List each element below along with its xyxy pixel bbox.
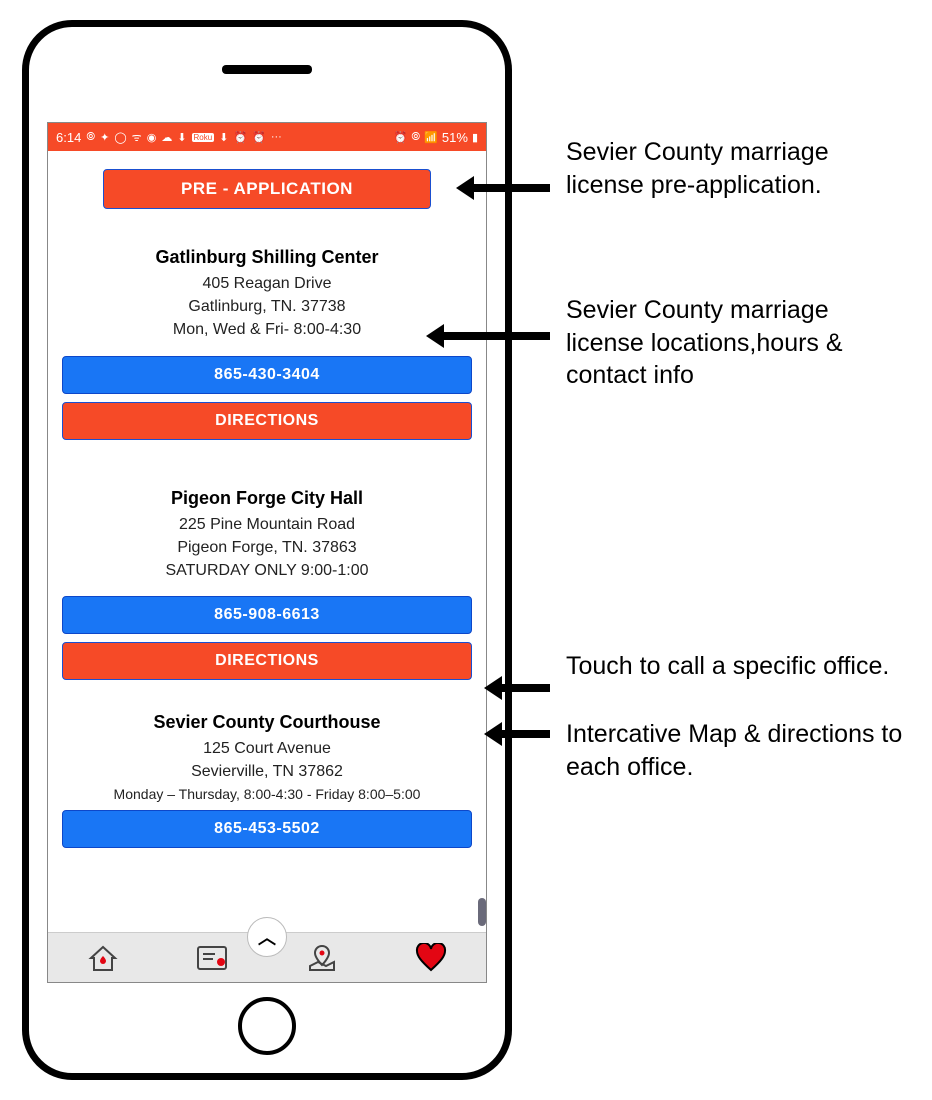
location-address1: 225 Pine Mountain Road [62, 513, 472, 536]
nav-up-button[interactable]: ︿ [247, 917, 287, 957]
directions-button[interactable]: DIRECTIONS [62, 402, 472, 440]
location-address1: 125 Court Avenue [62, 737, 472, 760]
location-address2: Sevierville, TN 37862 [62, 760, 472, 783]
signal-icon: 📶 [424, 131, 438, 144]
profile-icon: ◉ [147, 131, 157, 144]
location-hours: Monday – Thursday, 8:00-4:30 - Friday 8:… [62, 784, 472, 804]
app-content: PRE - APPLICATION Gatlinburg Shilling Ce… [48, 151, 486, 932]
whatsapp-icon: ◯ [114, 131, 126, 144]
location-hours: Mon, Wed & Fri- 8:00-4:30 [62, 318, 472, 341]
phone-frame: 6:14 ⦾ ✦ ◯ ᯤ ◉ ☁ ⬇ Roku ⬇ ⏰ ⏰ ··· ⏰ ⦾ 📶 … [22, 20, 512, 1080]
annotation-arrow [498, 730, 550, 738]
location-hours: SATURDAY ONLY 9:00-1:00 [62, 559, 472, 582]
cloud-icon: ☁ [161, 131, 172, 144]
location-name: Sevier County Courthouse [62, 712, 472, 733]
annotation-arrow [498, 684, 550, 692]
annotation-text: Sevier County marriage license pre-appli… [566, 136, 906, 201]
chevron-up-icon: ︿ [258, 924, 276, 950]
scrollbar-thumb[interactable] [478, 898, 486, 926]
status-bar-left: 6:14 ⦾ ✦ ◯ ᯤ ◉ ☁ ⬇ Roku ⬇ ⏰ ⏰ ··· [56, 130, 282, 145]
voicemail-icon: ᯤ [132, 130, 142, 145]
wifi-icon: ⦾ [411, 131, 420, 144]
location-address1: 405 Reagan Drive [62, 272, 472, 295]
more-icon: ··· [271, 131, 282, 143]
status-bar: 6:14 ⦾ ✦ ◯ ᯤ ◉ ☁ ⬇ Roku ⬇ ⏰ ⏰ ··· ⏰ ⦾ 📶 … [48, 123, 486, 151]
roku-icon: Roku [192, 133, 215, 142]
nav-home-icon[interactable] [85, 940, 121, 976]
phone-speaker [222, 65, 312, 74]
battery-icon: ▮ [472, 131, 478, 144]
location-card: Gatlinburg Shilling Center 405 Reagan Dr… [62, 247, 472, 440]
location-name: Gatlinburg Shilling Center [62, 247, 472, 268]
phone-button[interactable]: 865-453-5502 [62, 810, 472, 848]
download-icon: ⬇ [219, 131, 228, 144]
status-battery: 51% [442, 130, 468, 145]
phone-button[interactable]: 865-430-3404 [62, 356, 472, 394]
location-name: Pigeon Forge City Hall [62, 488, 472, 509]
nav-certificate-icon[interactable] [194, 940, 230, 976]
annotation-arrow [440, 332, 550, 340]
status-bar-right: ⏰ ⦾ 📶 51% ▮ [394, 130, 478, 145]
phone-screen: 6:14 ⦾ ✦ ◯ ᯤ ◉ ☁ ⬇ Roku ⬇ ⏰ ⏰ ··· ⏰ ⦾ 📶 … [47, 122, 487, 983]
location-address2: Pigeon Forge, TN. 37863 [62, 536, 472, 559]
download-icon: ⬇ [177, 131, 186, 144]
annotation-text: Sevier County marriage license locations… [566, 294, 906, 392]
alarm-icon: ⏰ [233, 131, 247, 144]
annotation-arrow [470, 184, 550, 192]
plus-icon: ✦ [100, 131, 109, 144]
bottom-nav: ︿ [48, 932, 486, 982]
alarm-icon: ⏰ [394, 131, 408, 144]
nav-map-pin-icon[interactable] [304, 940, 340, 976]
directions-button[interactable]: DIRECTIONS [62, 642, 472, 680]
annotation-text: Touch to call a specific office. [566, 650, 906, 683]
alarm-icon: ⏰ [252, 131, 266, 144]
phone-button[interactable]: 865-908-6613 [62, 596, 472, 634]
pre-application-button[interactable]: PRE - APPLICATION [103, 169, 431, 209]
nav-heart-icon[interactable] [413, 940, 449, 976]
location-card: Sevier County Courthouse 125 Court Avenu… [62, 712, 472, 848]
location-address2: Gatlinburg, TN. 37738 [62, 295, 472, 318]
annotation-text: Intercative Map & directions to each off… [566, 718, 906, 783]
location-card: Pigeon Forge City Hall 225 Pine Mountain… [62, 488, 472, 681]
wifi-icon: ⦾ [86, 131, 95, 144]
status-time: 6:14 [56, 130, 81, 145]
phone-home-button[interactable] [238, 997, 296, 1055]
